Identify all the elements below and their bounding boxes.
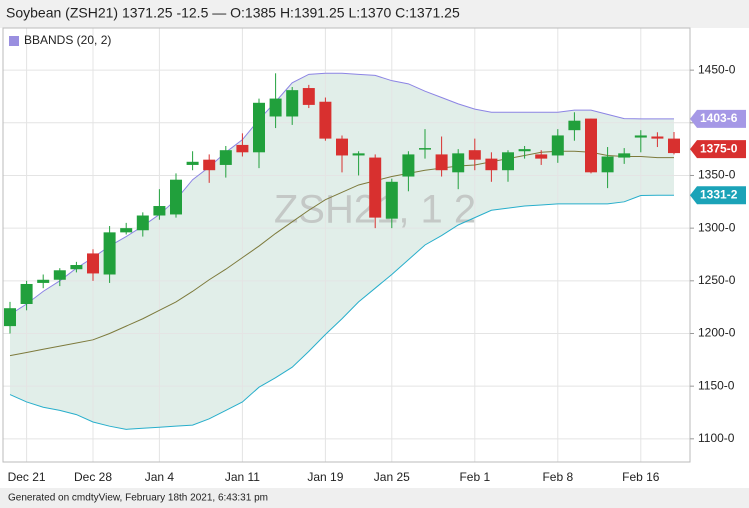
candle-body — [136, 215, 149, 231]
price-tag-label: 1403-6 — [700, 111, 738, 125]
price-tag — [690, 109, 746, 128]
price-tag — [690, 140, 746, 159]
legend-label: BBANDS (20, 2) — [24, 33, 111, 47]
candle-body — [518, 149, 531, 152]
candle-body — [551, 135, 564, 156]
y-tick-label: 1200-0 — [698, 326, 736, 340]
price-tag-label: 1375-0 — [700, 141, 738, 155]
y-tick-label: 1250-0 — [698, 273, 736, 287]
legend-swatch — [9, 36, 19, 46]
x-tick-label: Dec 28 — [74, 470, 112, 484]
x-tick-label: Feb 1 — [459, 470, 490, 484]
candle-body — [302, 88, 315, 105]
candle-body — [651, 136, 664, 139]
candle-body — [468, 150, 481, 160]
candle-body — [585, 118, 597, 173]
candle-body — [601, 156, 614, 173]
y-tick-label: 1150-0 — [698, 378, 735, 392]
candle-body — [618, 153, 631, 158]
candle-body — [485, 158, 498, 171]
candle-body — [286, 90, 299, 117]
candle-body — [70, 265, 83, 270]
y-tick-label: 1100-0 — [698, 431, 735, 445]
chart-title: Soybean (ZSH21) 1371.25 -12.5 — O:1385 H… — [6, 5, 460, 21]
price-tag-label: 1331-2 — [700, 187, 738, 201]
x-tick-label: Jan 11 — [225, 470, 260, 484]
y-tick-label: 1300-0 — [698, 220, 736, 234]
candle-body — [219, 150, 232, 165]
x-tick-label: Jan 4 — [145, 470, 175, 484]
header-bar — [0, 0, 749, 28]
candle-body — [53, 270, 66, 280]
candle-body — [568, 120, 581, 131]
band-upper — [9, 72, 674, 315]
x-tick-label: Feb 8 — [542, 470, 573, 484]
candle-body — [203, 159, 216, 171]
band-lower — [9, 194, 674, 430]
candle-body — [153, 206, 166, 216]
plot-border — [2, 27, 691, 463]
footer-bar — [0, 488, 749, 508]
candle-body — [269, 98, 282, 117]
candle-body — [385, 181, 398, 219]
candle-body — [419, 148, 431, 150]
candle-body — [435, 154, 448, 171]
candle-body — [352, 153, 365, 156]
candle-body — [502, 152, 514, 171]
candle-body — [37, 279, 50, 283]
candle-body — [170, 179, 182, 215]
price-tag — [690, 186, 746, 205]
candle-body — [20, 283, 33, 304]
candle-body — [668, 138, 680, 154]
candle-body — [535, 154, 548, 159]
candle-body — [319, 101, 332, 139]
x-tick-label: Jan 25 — [374, 470, 410, 484]
plot-area: ZSH21, 1 2 — [3, 28, 690, 462]
candle-body — [87, 253, 99, 274]
y-tick-label: 1350-0 — [698, 168, 736, 182]
x-tick-label: Feb 16 — [622, 470, 660, 484]
footer: Generated on cmdtyView, February 18th 20… — [8, 493, 268, 504]
x-tick-label: Dec 21 — [8, 470, 46, 484]
candle-body — [4, 308, 16, 327]
x-tick-label: Jan 19 — [307, 470, 343, 484]
y-tick-label: 1450-0 — [698, 62, 736, 76]
candle-body — [253, 102, 265, 153]
candle-body — [634, 135, 647, 138]
candle-body — [120, 228, 133, 233]
candle-body — [452, 153, 465, 173]
candle-body — [236, 144, 249, 153]
candle-body — [336, 138, 348, 156]
candle-body — [103, 232, 116, 275]
candle-body — [186, 161, 199, 165]
candle-body — [369, 157, 382, 218]
candle-body — [402, 154, 415, 177]
